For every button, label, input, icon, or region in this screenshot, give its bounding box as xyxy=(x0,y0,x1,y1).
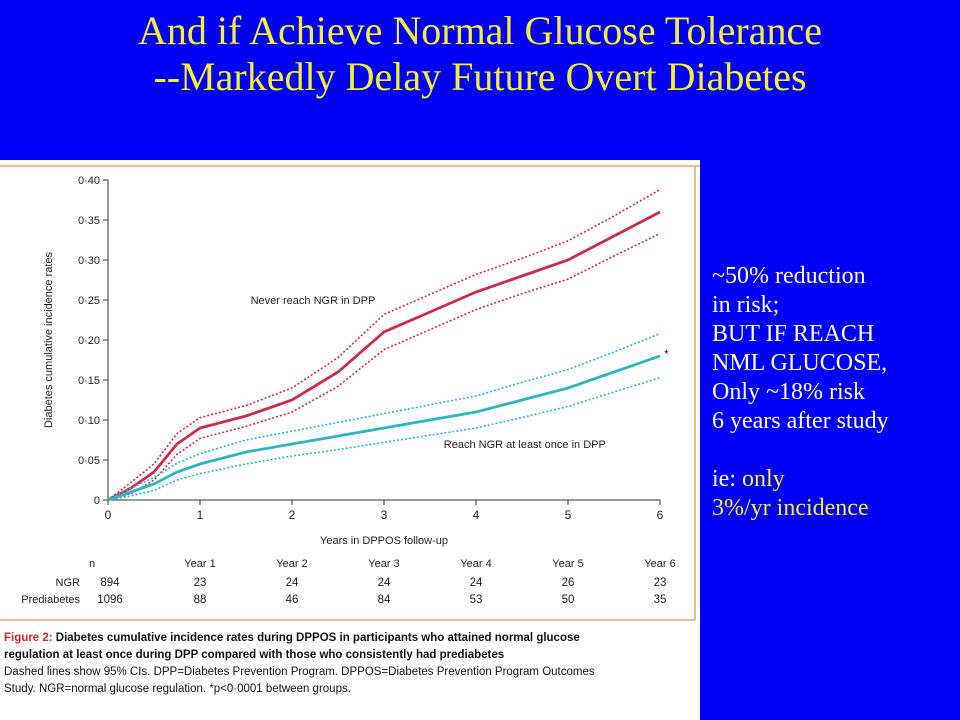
x-tick-label: 6 xyxy=(657,508,664,522)
y-tick-label: 0·40 xyxy=(78,175,100,187)
x-tick-label: 4 xyxy=(473,508,480,522)
y-tick-label: 0·15 xyxy=(78,375,100,387)
table-header-cell: Year 6 xyxy=(644,558,675,570)
series-1-ci-upper-line xyxy=(107,188,661,501)
caption-note-line-1: Dashed lines show 95% CIs. DPP=Diabetes … xyxy=(4,666,595,678)
table-cell: 35 xyxy=(654,594,667,606)
y-tick-label: 0·10 xyxy=(78,415,100,427)
table-cell: 23 xyxy=(654,577,667,589)
x-axis-label: Years in DPPOS follow-up xyxy=(320,535,448,547)
y-axis-label: Diabetes cumulative incidence rates xyxy=(43,251,55,428)
series-2-ci-lower-line xyxy=(107,376,661,501)
note-line-4: NML GLUCOSE, xyxy=(712,350,888,376)
table-cell: 894 xyxy=(100,577,120,589)
table-cell: 84 xyxy=(378,594,391,606)
series-1-line xyxy=(107,210,661,502)
table-cell: 88 xyxy=(194,594,207,606)
caption-title-line-1: Figure 2: Diabetes cumulative incidence … xyxy=(4,630,694,647)
table-header-cell: Year 2 xyxy=(276,558,307,570)
series-2-line xyxy=(107,354,661,502)
table-header-cell: Year 5 xyxy=(552,558,583,570)
series-2-ci-upper-line xyxy=(107,332,661,501)
table-cell: 24 xyxy=(470,577,483,589)
x-tick-label: 3 xyxy=(381,508,388,522)
y-tick-label: 0·35 xyxy=(78,215,100,227)
x-tick-label: 1 xyxy=(197,508,204,522)
title-line-2: --Markedly Delay Future Overt Diabetes xyxy=(153,54,807,99)
significance-marker: * xyxy=(664,347,669,361)
incidence-chart: 00·050·100·150·200·250·300·350·400 1 2 3 4 5 6… xyxy=(0,165,700,621)
note-line-7-highlight: only xyxy=(742,466,785,492)
table-row-label: Prediabetes xyxy=(21,594,80,606)
y-tick-label: 0·30 xyxy=(78,255,100,267)
note-spacer xyxy=(712,436,957,465)
y-tick-label: 0·20 xyxy=(78,335,100,347)
table-cell: 26 xyxy=(562,577,575,589)
table-header-cell: n xyxy=(89,558,95,570)
table-cell: 23 xyxy=(194,577,207,589)
caption-title-line-2: regulation at least once during DPP comp… xyxy=(4,649,505,661)
y-tick-label: 0 xyxy=(94,495,100,507)
note-line-7: ie: only xyxy=(712,465,957,494)
table-header-cell: Year 1 xyxy=(184,558,215,570)
figure-caption: Figure 2: Diabetes cumulative incidence … xyxy=(4,630,694,698)
note-line-1: ~50% reduction xyxy=(712,263,866,289)
caption-title: Diabetes cumulative incidence rates duri… xyxy=(52,632,580,644)
figure-frame xyxy=(0,165,700,621)
note-line-6: 6 years after study xyxy=(712,408,889,434)
note-line-5: Only ~18% risk xyxy=(712,379,865,405)
caption-note-line-2: Study. NGR=normal glucose regulation. *p… xyxy=(4,683,351,695)
table-cell: 46 xyxy=(286,594,299,606)
note-line-2: in risk; xyxy=(712,292,780,318)
note-line-3: BUT IF REACH xyxy=(712,321,875,347)
side-notes: ~50% reduction in risk; BUT IF REACH NML… xyxy=(712,262,957,523)
caption-figure-label: Figure 2: xyxy=(4,632,53,644)
figure-panel: 0 0·05 0·10 0·15 0·20 0·25 0·30 0·35 0·40 0 1 2 3 4 5 6… xyxy=(0,160,700,720)
x-tick-label: 5 xyxy=(565,508,572,522)
table-cell: 53 xyxy=(470,594,483,606)
series-label-reach: Reach NGR at least once in DPP xyxy=(444,439,606,451)
title-line-1: And if Achieve Normal Glucose Tolerance xyxy=(137,8,822,53)
slide-title: And if Achieve Normal Glucose Tolerance … xyxy=(0,8,960,100)
note-line-8: 3%/yr incidence xyxy=(712,495,869,521)
table-cell: 24 xyxy=(378,577,391,589)
series-1-ci-lower-line xyxy=(107,232,661,501)
x-tick-label: 2 xyxy=(289,508,296,522)
y-tick-label: 0·25 xyxy=(78,295,100,307)
table-row-label: NGR xyxy=(56,577,81,589)
table-cell: 50 xyxy=(562,594,575,606)
y-tick-label: 0·05 xyxy=(78,455,100,467)
series-label-never: Never reach NGR in DPP xyxy=(251,295,376,307)
table-header-cell: Year 3 xyxy=(368,558,399,570)
x-tick-label: 0 xyxy=(105,508,112,522)
table-cell: 1096 xyxy=(97,594,123,606)
table-cell: 24 xyxy=(286,577,299,589)
note-line-7-prefix: ie: xyxy=(712,466,742,492)
table-header-cell: Year 4 xyxy=(460,558,491,570)
